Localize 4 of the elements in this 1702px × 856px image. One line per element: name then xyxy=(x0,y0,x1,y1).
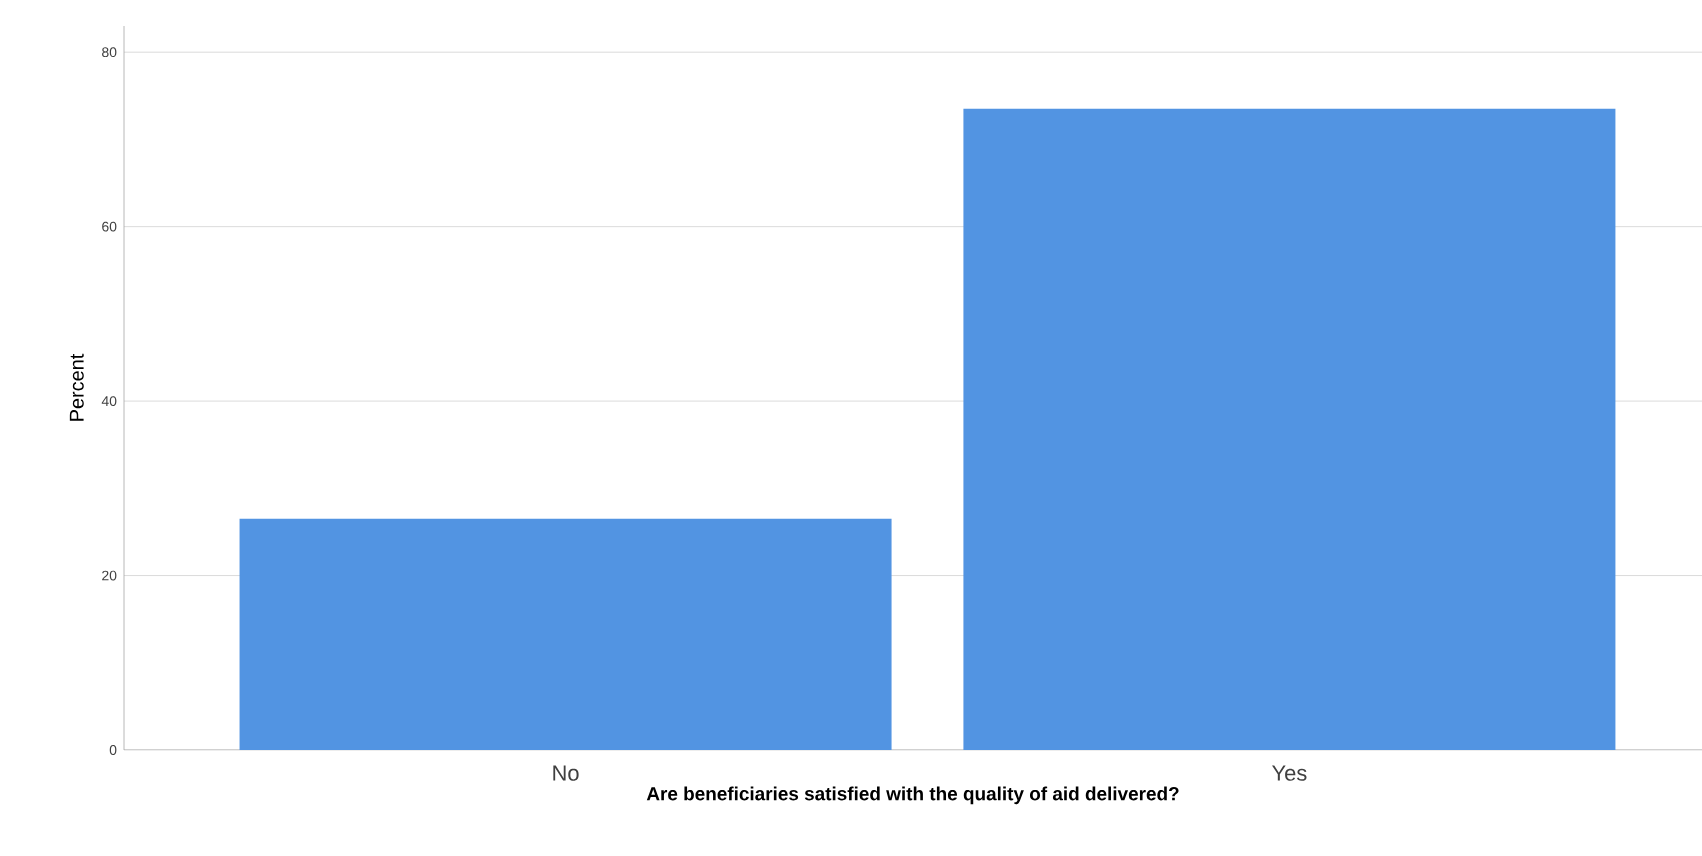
x-tick-label: Yes xyxy=(1272,765,1307,781)
x-tick-label: No xyxy=(553,765,579,781)
x-axis-title: Are beneficiaries satisfied with the quality of aid delivered? xyxy=(646,786,1179,805)
y-axis-title: Percent xyxy=(69,353,84,421)
